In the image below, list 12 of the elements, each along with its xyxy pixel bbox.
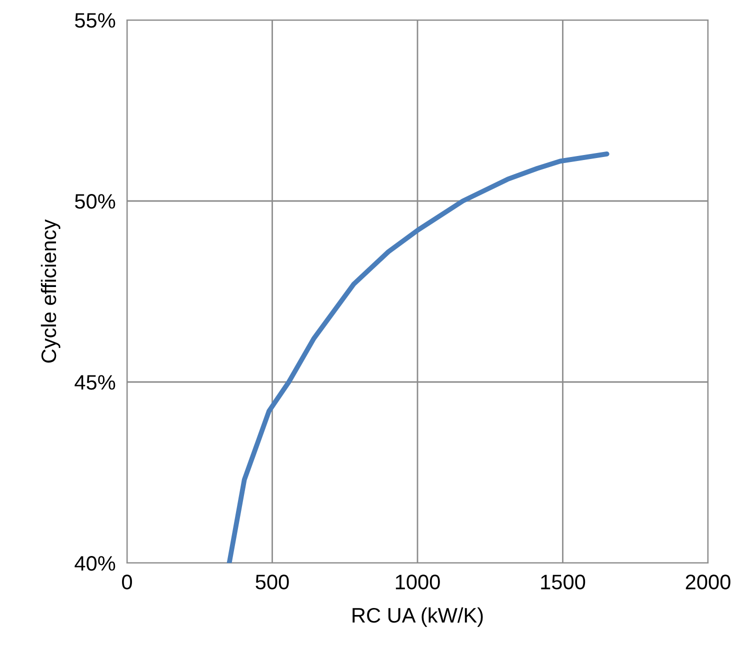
x-tick-label: 1500 — [541, 574, 586, 590]
x-tick-label: 500 — [256, 574, 289, 590]
x-tick-label: 1000 — [396, 574, 440, 590]
y-tick-label: 50% — [75, 194, 116, 209]
y-tick-label: 45% — [74, 375, 116, 390]
x-tick-label: 0 — [122, 574, 132, 590]
y-tick-label: 40% — [74, 556, 116, 571]
y-axis-title: Cycle efficiency — [40, 219, 60, 363]
x-tick-label: 2000 — [686, 574, 730, 590]
y-tick-label: 55% — [75, 13, 116, 28]
line-series — [226, 152, 610, 563]
x-axis-title: RC UA (kW/K) — [352, 607, 483, 627]
